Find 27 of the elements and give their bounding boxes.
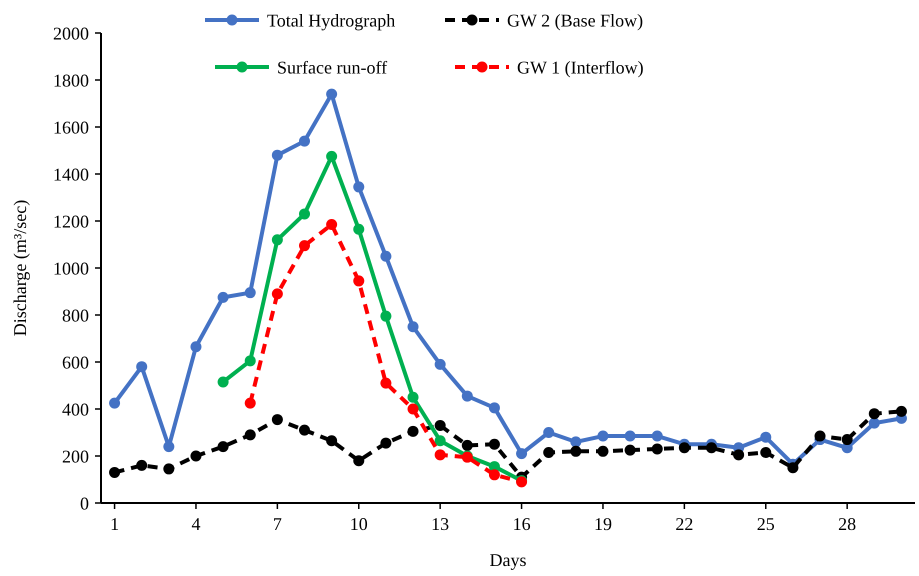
x-axis-title: Days xyxy=(490,550,526,570)
y-tick-label: 200 xyxy=(62,446,89,466)
x-tick-label: 22 xyxy=(675,514,694,534)
y-tick-label: 1200 xyxy=(53,211,89,232)
y-tick-label: 400 xyxy=(62,399,89,420)
x-tick-label: 19 xyxy=(594,514,612,534)
x-tick-label: 1 xyxy=(110,514,120,534)
legend-label: GW 2 (Base Flow) xyxy=(507,10,644,30)
x-tick-label: 7 xyxy=(272,514,282,534)
x-tick-label: 25 xyxy=(756,514,775,534)
y-tick-label: 1600 xyxy=(53,117,89,138)
y-tick-label: 800 xyxy=(62,305,89,326)
legend-label: Total Hydrograph xyxy=(267,10,396,30)
x-tick-label: 4 xyxy=(191,514,200,534)
x-tick-label: 28 xyxy=(838,514,856,534)
y-axis-title: Discharge (m³/sec) xyxy=(10,200,30,336)
y-tick-label: 1800 xyxy=(53,70,89,90)
x-tick-label: 16 xyxy=(512,514,531,534)
legend-label: Surface run-off xyxy=(277,57,388,78)
y-tick-label: 0 xyxy=(80,493,89,514)
x-tick-label: 10 xyxy=(350,514,368,534)
y-tick-label: 600 xyxy=(62,352,89,372)
x-tick-label: 13 xyxy=(431,514,450,534)
y-tick-label: 1400 xyxy=(53,164,89,184)
y-tick-label: 2000 xyxy=(53,23,89,44)
legend-label: GW 1 (Interflow) xyxy=(517,57,644,78)
y-tick-label: 1000 xyxy=(53,258,89,278)
